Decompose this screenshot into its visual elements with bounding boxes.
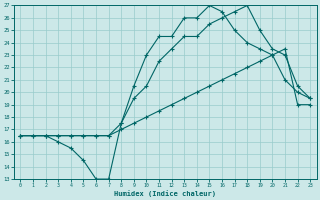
X-axis label: Humidex (Indice chaleur): Humidex (Indice chaleur) (114, 190, 216, 197)
